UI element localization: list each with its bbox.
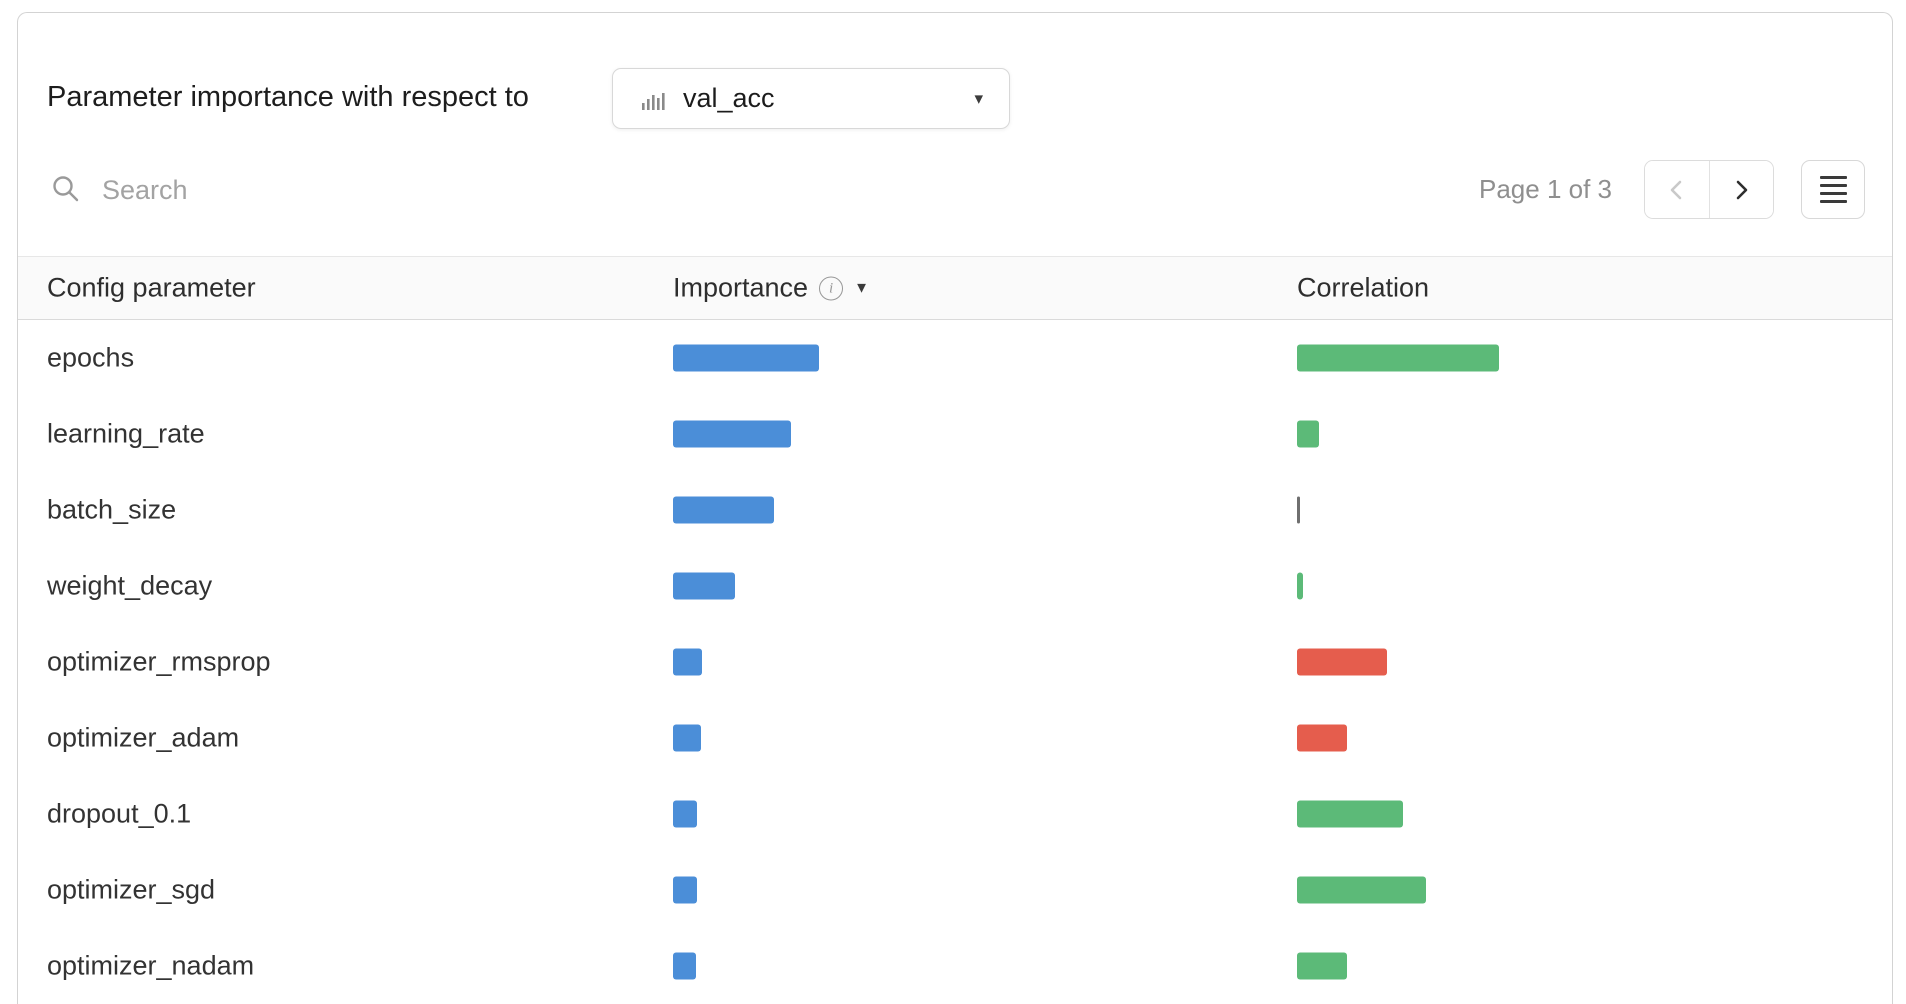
table-row: optimizer_sgd	[18, 852, 1892, 928]
column-header-importance[interactable]: Importance i ▼	[673, 273, 869, 304]
metric-dropdown-value: val_acc	[683, 83, 775, 113]
table-row: optimizer_nadam	[18, 928, 1892, 1004]
table-header: Config parameter Importance i ▼ Correlat…	[18, 256, 1892, 320]
importance-bar	[673, 572, 735, 600]
row-label: dropout_0.1	[47, 798, 192, 829]
importance-header-label: Importance	[673, 272, 809, 303]
parameter-importance-panel: Parameter importance with respect to val…	[17, 12, 1893, 1004]
metric-chart-icon	[639, 85, 667, 113]
info-icon[interactable]: i	[819, 276, 844, 300]
row-label: epochs	[47, 342, 135, 373]
chevron-down-icon: ▾	[974, 88, 983, 108]
row-label: optimizer_rmsprop	[47, 646, 271, 677]
table-row: learning_rate	[18, 396, 1892, 472]
row-label: optimizer_adam	[47, 722, 240, 753]
table-row: batch_size	[18, 472, 1892, 548]
importance-bar	[673, 344, 819, 372]
table-row: optimizer_rmsprop	[18, 624, 1892, 700]
column-header-correlation: Correlation	[1297, 272, 1430, 303]
importance-bar	[673, 800, 698, 828]
table-body: epochs learning_rate batch_size weight_d…	[18, 320, 1892, 1004]
row-label: optimizer_sgd	[47, 874, 216, 905]
importance-bar	[673, 496, 774, 524]
column-header-config-parameter: Config parameter	[47, 272, 256, 303]
row-label: batch_size	[47, 494, 177, 525]
table-row: optimizer_adam	[18, 700, 1892, 776]
importance-bar	[673, 724, 701, 752]
sort-descending-icon[interactable]: ▼	[854, 279, 869, 297]
importance-bar	[673, 876, 698, 904]
table-row: weight_decay	[18, 548, 1892, 624]
search-icon	[50, 173, 82, 205]
previous-page-button[interactable]	[1645, 161, 1710, 218]
chevron-left-icon	[1666, 179, 1688, 201]
importance-bar	[673, 952, 696, 980]
correlation-bar	[1297, 952, 1348, 980]
search-input[interactable]	[100, 165, 664, 215]
chevron-right-icon	[1730, 179, 1752, 201]
table-row: epochs	[18, 320, 1892, 396]
correlation-bar	[1297, 420, 1320, 448]
panel-menu-button[interactable]	[1801, 160, 1865, 219]
correlation-bar	[1297, 724, 1348, 752]
panel-title: Parameter importance with respect to	[47, 81, 529, 113]
metric-dropdown[interactable]: val_acc ▾	[612, 68, 1010, 129]
importance-bar	[673, 420, 791, 448]
correlation-bar	[1297, 648, 1387, 676]
importance-bar	[673, 648, 703, 676]
row-label: learning_rate	[47, 418, 205, 449]
correlation-bar	[1297, 800, 1404, 828]
row-label: optimizer_nadam	[47, 950, 255, 981]
table-row: dropout_0.1	[18, 776, 1892, 852]
menu-lines-icon	[1819, 176, 1847, 203]
pagination-controls	[1644, 160, 1774, 219]
next-page-button[interactable]	[1709, 161, 1773, 218]
correlation-bar	[1297, 344, 1499, 372]
pagination-label: Page 1 of 3	[1479, 174, 1612, 204]
row-label: weight_decay	[47, 570, 213, 601]
correlation-bar	[1297, 572, 1303, 600]
correlation-bar	[1297, 876, 1426, 904]
correlation-bar	[1297, 496, 1300, 524]
